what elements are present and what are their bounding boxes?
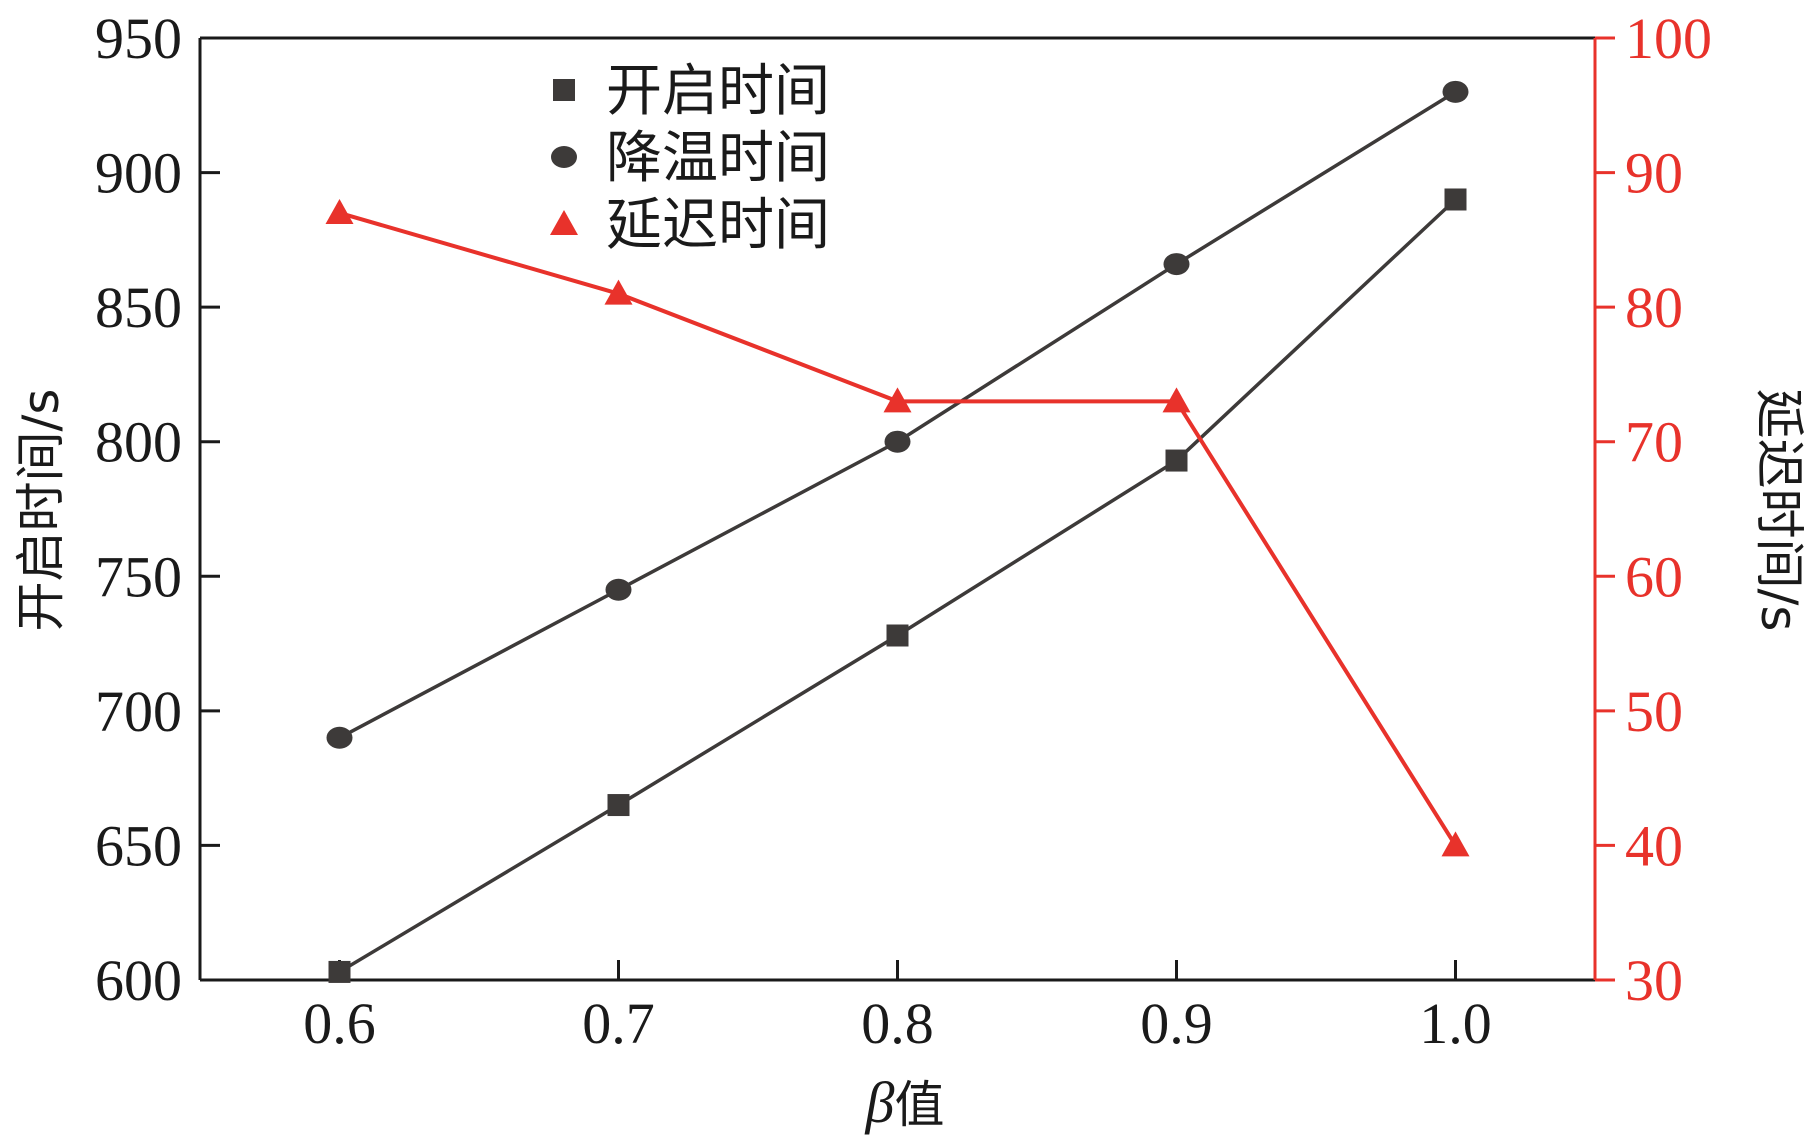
series-circle	[326, 80, 1469, 749]
y-right-tick-label: 60	[1625, 544, 1683, 609]
data-point	[607, 794, 630, 817]
y-right-tick-label: 40	[1625, 813, 1683, 878]
x-axis: 0.6 0.7 0.8 0.9 1.0	[303, 960, 1492, 1056]
data-point	[884, 430, 911, 453]
data-point	[883, 387, 912, 413]
legend-item: 开启时间	[553, 59, 830, 124]
y-left-axis: 600 650 700 750 800 850 900 950	[95, 6, 220, 1013]
y-left-axis-title: 开启时间/s	[12, 389, 70, 632]
series-line	[338, 211, 1458, 847]
data-point	[1442, 80, 1469, 103]
x-tick-label: 0.9	[1140, 991, 1213, 1056]
legend-label: 开启时间	[606, 59, 830, 124]
data-point	[886, 624, 909, 647]
y-left-tick-label: 600	[95, 948, 182, 1013]
plot-frame	[198, 36, 1597, 982]
legend-item: 延迟时间	[550, 193, 830, 258]
x-tick-label: 0.7	[582, 991, 655, 1056]
y-left-tick-label: 950	[95, 6, 182, 71]
legend-marker	[551, 146, 577, 168]
data-point	[326, 726, 353, 749]
legend-marker	[550, 210, 578, 235]
y-right-tick-label: 50	[1625, 679, 1683, 744]
x-axis-title-text: 值	[894, 1076, 944, 1134]
x-axis-title-symbol: β	[865, 1070, 895, 1135]
x-axis-title: β值	[865, 1070, 945, 1135]
y-left-tick-label: 800	[95, 410, 182, 475]
legend-label: 延迟时间	[606, 193, 830, 258]
data-point	[1444, 188, 1467, 211]
series-square	[328, 188, 1467, 983]
y-left-tick-label: 700	[95, 679, 182, 744]
y-left-tick-label: 900	[95, 141, 182, 206]
x-tick-label: 1.0	[1419, 991, 1492, 1056]
data-point	[325, 198, 354, 224]
series-triangle	[325, 198, 1470, 857]
y-right-tick-label: 70	[1625, 410, 1683, 475]
x-tick-label: 0.6	[303, 991, 376, 1056]
y-right-tick-label: 100	[1625, 6, 1712, 71]
data-point	[1165, 449, 1188, 472]
data-point	[1441, 831, 1470, 857]
data-point	[1163, 253, 1190, 276]
legend-item: 降温时间	[551, 126, 830, 191]
series-layer	[325, 80, 1470, 983]
y-left-tick-label: 850	[95, 275, 182, 340]
data-point	[604, 279, 633, 305]
legend-label: 降温时间	[606, 126, 830, 191]
y-left-tick-label: 750	[95, 544, 182, 609]
y-right-tick-label: 30	[1625, 948, 1683, 1013]
y-right-axis-title: 延迟时间/s	[1750, 389, 1808, 632]
data-point	[1162, 387, 1191, 413]
y-right-axis: 30 40 50 60 70 80 90 100	[1595, 6, 1712, 1013]
y-right-tick-label: 90	[1625, 141, 1683, 206]
series-line	[338, 198, 1457, 974]
x-tick-label: 0.8	[861, 991, 934, 1056]
y-left-tick-label: 650	[95, 813, 182, 878]
y-right-tick-label: 80	[1625, 275, 1683, 340]
legend-marker	[553, 79, 575, 101]
data-point	[328, 960, 351, 983]
data-point	[605, 578, 632, 601]
